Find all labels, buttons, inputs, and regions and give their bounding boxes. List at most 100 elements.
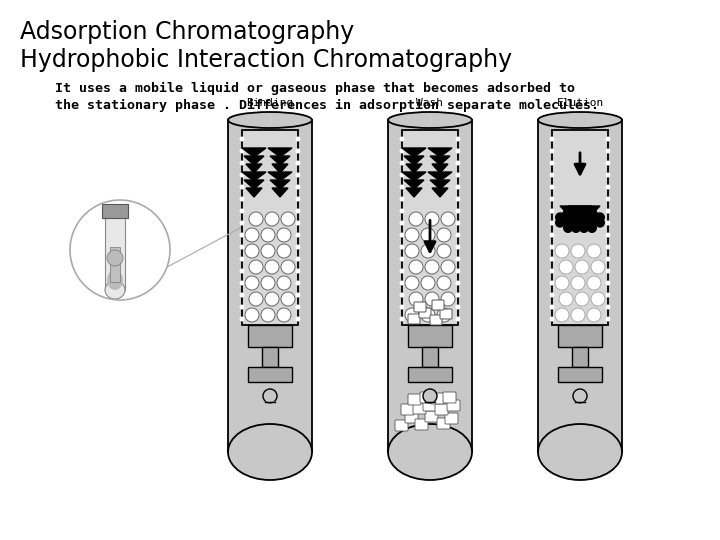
Polygon shape xyxy=(406,188,422,197)
Circle shape xyxy=(261,276,275,290)
Circle shape xyxy=(425,260,439,274)
Circle shape xyxy=(549,208,554,213)
FancyBboxPatch shape xyxy=(432,300,444,310)
Circle shape xyxy=(281,292,295,306)
Circle shape xyxy=(579,218,589,228)
Polygon shape xyxy=(244,156,264,165)
Polygon shape xyxy=(432,164,448,173)
Circle shape xyxy=(240,316,245,321)
Circle shape xyxy=(606,148,611,153)
Circle shape xyxy=(245,244,259,258)
FancyBboxPatch shape xyxy=(423,400,436,411)
Circle shape xyxy=(400,137,405,141)
Circle shape xyxy=(456,233,461,238)
Circle shape xyxy=(571,223,581,233)
Ellipse shape xyxy=(228,112,312,128)
Circle shape xyxy=(295,137,300,141)
Polygon shape xyxy=(242,148,266,157)
Circle shape xyxy=(549,245,554,249)
FancyBboxPatch shape xyxy=(447,400,460,411)
Bar xyxy=(102,204,128,218)
Circle shape xyxy=(587,244,601,258)
FancyBboxPatch shape xyxy=(430,315,442,325)
Polygon shape xyxy=(578,213,590,221)
Bar xyxy=(558,325,602,347)
Circle shape xyxy=(549,185,554,190)
FancyBboxPatch shape xyxy=(413,403,426,414)
Circle shape xyxy=(295,160,300,165)
Polygon shape xyxy=(430,180,450,189)
Circle shape xyxy=(606,197,611,201)
FancyBboxPatch shape xyxy=(435,404,448,415)
FancyBboxPatch shape xyxy=(420,392,433,403)
Text: It uses a mobile liquid or gaseous phase that becomes adsorbed to: It uses a mobile liquid or gaseous phase… xyxy=(55,82,575,95)
Polygon shape xyxy=(406,164,422,173)
Circle shape xyxy=(409,212,423,226)
Circle shape xyxy=(240,268,245,273)
FancyBboxPatch shape xyxy=(445,413,458,424)
Circle shape xyxy=(456,316,461,321)
Text: Adsorption Chromatography: Adsorption Chromatography xyxy=(20,20,354,44)
Circle shape xyxy=(245,308,259,322)
Polygon shape xyxy=(584,206,600,214)
Circle shape xyxy=(606,280,611,286)
Circle shape xyxy=(277,308,291,322)
Circle shape xyxy=(245,228,259,242)
FancyBboxPatch shape xyxy=(415,419,428,430)
Circle shape xyxy=(549,256,554,261)
Circle shape xyxy=(295,256,300,261)
Circle shape xyxy=(571,207,581,217)
Circle shape xyxy=(595,212,605,222)
Bar xyxy=(558,367,602,382)
Circle shape xyxy=(277,244,291,258)
FancyBboxPatch shape xyxy=(440,309,452,319)
FancyBboxPatch shape xyxy=(414,302,426,312)
Bar xyxy=(242,130,298,325)
Polygon shape xyxy=(242,172,266,181)
Circle shape xyxy=(265,212,279,226)
Circle shape xyxy=(441,292,455,306)
Circle shape xyxy=(295,245,300,249)
Circle shape xyxy=(549,197,554,201)
FancyBboxPatch shape xyxy=(401,404,414,415)
Bar xyxy=(422,347,438,367)
Circle shape xyxy=(240,233,245,238)
Circle shape xyxy=(295,197,300,201)
Circle shape xyxy=(571,244,585,258)
Circle shape xyxy=(579,207,589,217)
Circle shape xyxy=(240,160,245,165)
Circle shape xyxy=(400,245,405,249)
Circle shape xyxy=(261,244,275,258)
Circle shape xyxy=(606,305,611,309)
Circle shape xyxy=(245,276,259,290)
FancyBboxPatch shape xyxy=(425,411,438,422)
Circle shape xyxy=(295,268,300,273)
Bar xyxy=(408,367,452,382)
Bar xyxy=(228,120,312,452)
Polygon shape xyxy=(246,188,262,197)
Polygon shape xyxy=(246,164,262,173)
Ellipse shape xyxy=(105,281,125,299)
Circle shape xyxy=(456,256,461,261)
Bar xyxy=(572,347,588,367)
Circle shape xyxy=(587,218,597,228)
Circle shape xyxy=(559,260,573,274)
Polygon shape xyxy=(586,213,598,221)
Polygon shape xyxy=(428,172,452,181)
Bar xyxy=(248,367,292,382)
Circle shape xyxy=(606,268,611,273)
Bar xyxy=(110,247,120,282)
Circle shape xyxy=(400,268,405,273)
Bar xyxy=(388,120,472,452)
Circle shape xyxy=(549,137,554,141)
Circle shape xyxy=(409,292,423,306)
Circle shape xyxy=(575,260,589,274)
Circle shape xyxy=(606,220,611,226)
Polygon shape xyxy=(432,188,448,197)
Circle shape xyxy=(549,305,554,309)
Polygon shape xyxy=(568,206,584,214)
Circle shape xyxy=(606,160,611,165)
Circle shape xyxy=(425,212,439,226)
Circle shape xyxy=(421,244,435,258)
Circle shape xyxy=(400,220,405,226)
